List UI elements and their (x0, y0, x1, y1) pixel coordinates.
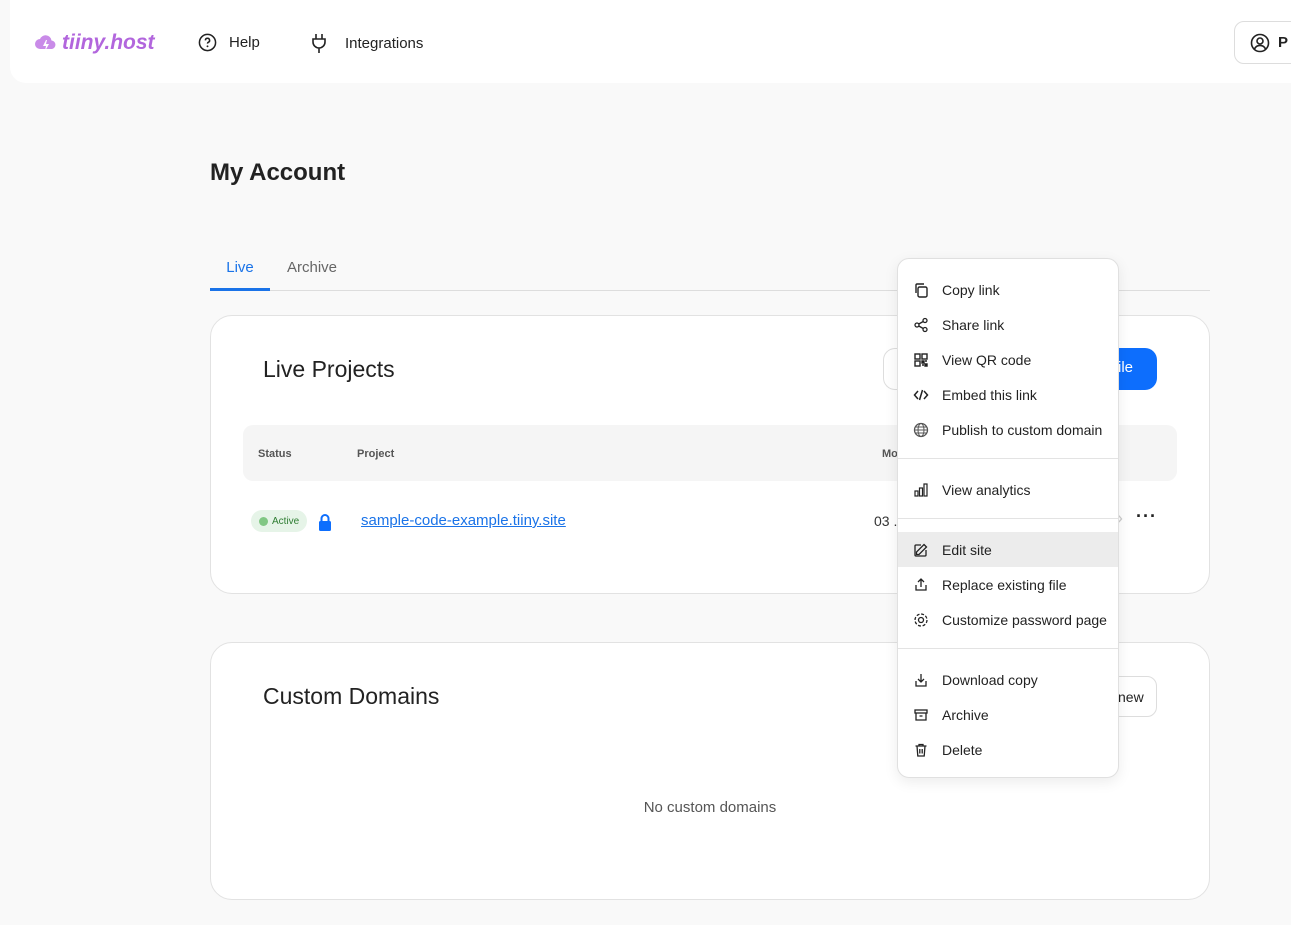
trash-icon (915, 743, 927, 757)
logo[interactable]: tiiny.host (34, 31, 155, 55)
user-circle-icon (1250, 33, 1270, 52)
archive-icon (914, 708, 928, 721)
profile-initial: P (1278, 34, 1289, 51)
help-circle-icon (198, 33, 217, 52)
status-badge: Active (251, 510, 308, 532)
gear-icon (914, 612, 928, 627)
menu-item-view-analytics[interactable]: View analytics (898, 472, 1118, 507)
menu-item-label: Customize password page (942, 611, 1107, 628)
menu-divider (898, 648, 1118, 649)
download-icon (915, 673, 927, 687)
menu-item-archive[interactable]: Archive (898, 697, 1118, 732)
plug-icon (312, 34, 326, 53)
menu-item-label: Replace existing file (942, 576, 1067, 593)
page-title: My Account (210, 159, 346, 186)
menu-item-label: Share link (942, 316, 1005, 333)
tabs: Live Archive (210, 251, 1210, 291)
custom-domains-title: Custom Domains (263, 683, 440, 709)
menu-item-share-link[interactable]: Share link (898, 307, 1118, 342)
live-projects-title: Live Projects (263, 356, 395, 382)
nav-integrations-label: Integrations (345, 34, 424, 52)
menu-item-edit-site[interactable]: Edit site (898, 532, 1118, 567)
menu-item-replace-existing-file[interactable]: Replace existing file (898, 567, 1118, 602)
menu-item-label: View analytics (942, 481, 1031, 498)
column-project: Project (357, 448, 395, 460)
share-icon (914, 317, 928, 332)
nav-integrations[interactable]: Integrations (311, 33, 423, 53)
project-link[interactable]: sample-code-example.tiiny.site (361, 512, 566, 529)
menu-item-download-copy[interactable]: Download copy (898, 662, 1118, 697)
profile-button[interactable]: P (1234, 21, 1291, 64)
context-menu: Copy link Share link View QR code Embed thi… (897, 258, 1119, 778)
menu-item-label: View QR code (942, 351, 1032, 368)
status-text: Active (272, 515, 300, 527)
secondary-action-button[interactable] (883, 348, 903, 390)
nav-help-label: Help (229, 34, 260, 51)
logo-text: tiiny.host (62, 31, 155, 54)
menu-item-label: Archive (942, 706, 989, 723)
nav-help[interactable]: Help (198, 33, 260, 52)
menu-divider (898, 458, 1118, 459)
menu-item-label: Download copy (942, 671, 1038, 688)
more-options-icon[interactable]: ··· (1136, 506, 1157, 526)
menu-item-label: Embed this link (942, 386, 1037, 403)
modified-date: 03 . (874, 513, 898, 529)
cloud-bolt-icon (35, 35, 56, 51)
qr-code-icon (914, 352, 928, 367)
menu-divider (898, 518, 1118, 519)
menu-item-copy-link[interactable]: Copy link (898, 272, 1118, 307)
copy-icon (915, 282, 928, 298)
globe-icon (913, 422, 929, 437)
menu-item-label: Publish to custom domain (942, 421, 1103, 438)
empty-state: No custom domains (643, 799, 777, 816)
status-dot-icon (259, 516, 268, 526)
lock-icon[interactable] (318, 513, 332, 531)
menu-item-view-qr-code[interactable]: View QR code (898, 342, 1118, 377)
menu-item-publish-to-custom-domain[interactable]: Publish to custom domain (898, 412, 1118, 447)
menu-item-label: Copy link (942, 281, 1000, 298)
upload-icon (915, 577, 927, 591)
menu-item-customize-password-page[interactable]: Customize password page (898, 602, 1118, 637)
code-icon (913, 389, 929, 400)
menu-item-label: Edit site (942, 541, 992, 558)
tab-live[interactable]: Live (210, 259, 270, 291)
top-header (10, 0, 1291, 83)
chevron-right-icon[interactable]: › (1117, 508, 1123, 528)
bar-chart-icon (914, 482, 928, 497)
menu-item-delete[interactable]: Delete (898, 732, 1118, 767)
column-status: Status (258, 448, 292, 460)
edit-icon (914, 543, 928, 557)
menu-item-embed-this-link[interactable]: Embed this link (898, 377, 1118, 412)
tab-archive[interactable]: Archive (287, 259, 338, 276)
column-modified: Mo (882, 448, 898, 460)
menu-item-label: Delete (942, 741, 983, 758)
